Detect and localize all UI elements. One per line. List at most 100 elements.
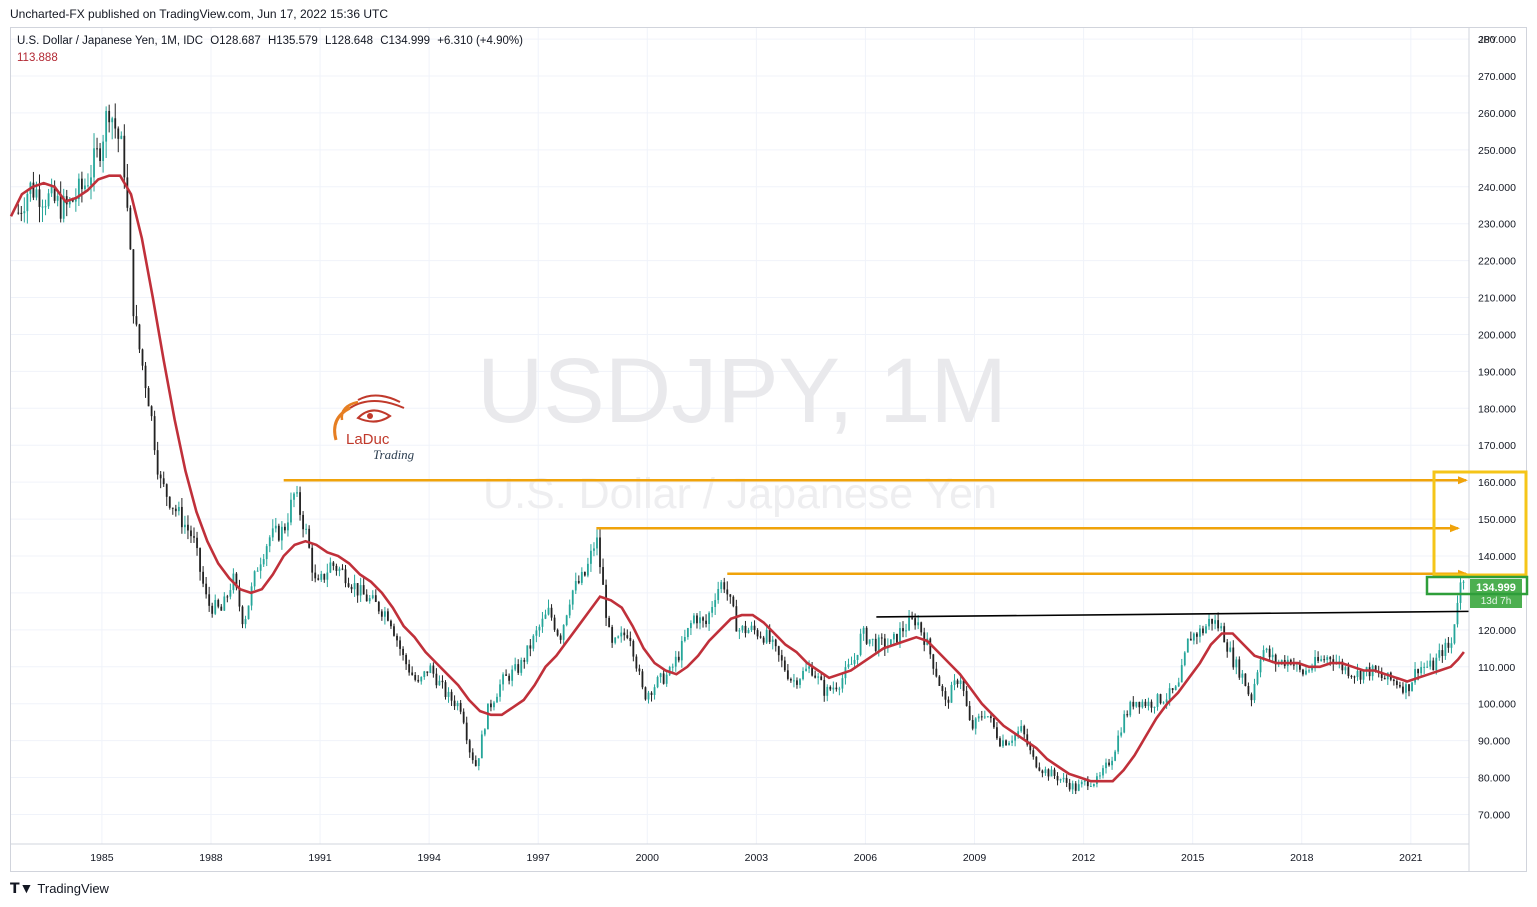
candle-body <box>502 674 504 685</box>
candle-body <box>980 716 983 718</box>
candle-body <box>889 639 892 646</box>
candle-body <box>556 629 559 636</box>
candle-body <box>505 674 507 676</box>
x-axis: 1985 1988 1991 1994 1997 2000 2003 2006 2009 2012… <box>11 843 1469 864</box>
candle-body <box>499 684 501 697</box>
candle-body <box>1005 740 1007 746</box>
candle-body <box>817 676 820 678</box>
candle-body <box>438 680 441 686</box>
candle-body <box>629 637 632 641</box>
candle-body <box>326 572 329 580</box>
candle-body <box>1226 642 1229 652</box>
candle-body <box>1056 775 1059 781</box>
candle-body <box>59 195 62 219</box>
candle-body <box>1408 684 1410 692</box>
candle-body <box>899 628 901 643</box>
candle-body <box>1147 701 1150 707</box>
candle-body <box>341 568 344 570</box>
candle-body <box>917 622 920 626</box>
candle-body <box>80 178 83 190</box>
candle-body <box>235 573 238 588</box>
candle-body <box>190 530 192 537</box>
candle-body <box>17 212 20 214</box>
candle-body <box>483 729 486 735</box>
candle-body <box>1035 756 1038 768</box>
candle-body <box>1453 624 1456 644</box>
legend-open: O128.687 <box>210 35 261 47</box>
candle-body <box>632 640 635 657</box>
candle-body <box>1350 675 1353 677</box>
candle-body <box>644 687 647 700</box>
candle-body <box>723 582 726 590</box>
candle-body <box>1232 647 1235 668</box>
candle-body <box>320 573 323 580</box>
candle-body <box>1274 654 1277 665</box>
candle-body <box>114 118 117 129</box>
candle-body <box>690 623 692 629</box>
candle-body <box>959 680 962 684</box>
candle-body <box>126 177 129 208</box>
candle-body <box>659 673 662 678</box>
y-tick-label: 160.000 <box>1478 477 1516 489</box>
footer-brand[interactable]: TradingView <box>37 881 109 896</box>
candle-body <box>450 691 453 701</box>
candle-body <box>1365 667 1368 672</box>
candle-body <box>1129 701 1132 716</box>
candle-body <box>1262 650 1265 660</box>
candle-body <box>1326 657 1329 660</box>
candle-body <box>868 639 871 644</box>
candle-body <box>850 663 853 665</box>
candle-body <box>480 734 483 759</box>
candle-body <box>68 199 71 205</box>
candle-body <box>962 680 965 691</box>
candle-body <box>605 584 607 618</box>
candle-body <box>580 571 583 583</box>
candle-body <box>617 636 620 638</box>
candle-body <box>1356 670 1359 678</box>
candles <box>17 103 1465 795</box>
candle-body <box>447 691 450 697</box>
candle-body <box>1323 659 1326 661</box>
candle-body <box>1074 783 1077 791</box>
candle-body <box>274 525 277 529</box>
candle-body <box>1447 642 1450 648</box>
logo-name: LaDuc <box>346 431 390 448</box>
candle-body <box>23 211 26 214</box>
candle-body <box>399 640 401 649</box>
candle-body <box>1411 682 1413 692</box>
candle-body <box>550 607 553 618</box>
candle-body <box>865 627 868 644</box>
y-tick-label: 80.000 <box>1478 773 1510 785</box>
candle-body <box>1062 778 1065 780</box>
y-tick-label: 90.000 <box>1478 736 1510 748</box>
candle-body <box>893 633 895 640</box>
candle-body <box>1105 762 1107 769</box>
candle-body <box>314 572 317 579</box>
candle-body <box>838 688 841 690</box>
candle-body <box>277 525 280 541</box>
candle-body <box>193 536 195 538</box>
y-tick-label: 200.000 <box>1478 329 1516 341</box>
publish-info: Uncharted-FX published on TradingView.co… <box>10 7 388 21</box>
candle-body <box>159 474 162 479</box>
candle-body <box>332 562 335 566</box>
candle-body <box>217 600 220 607</box>
candle-body <box>683 637 686 641</box>
candle-body <box>577 580 580 583</box>
candle-body <box>920 622 923 633</box>
candle-body <box>656 677 659 688</box>
chart-frame[interactable] <box>10 27 1527 872</box>
candle-body <box>317 578 320 580</box>
candle-body <box>699 617 701 624</box>
candle-body <box>311 547 314 573</box>
x-tick-label: 2021 <box>1399 852 1423 864</box>
candle-body <box>768 629 771 642</box>
candle-body <box>686 628 689 638</box>
candle-body <box>583 571 586 576</box>
y-tick-label: 180.000 <box>1478 403 1516 415</box>
candle-body <box>1020 726 1023 732</box>
candle-body <box>87 185 89 187</box>
candle-body <box>138 324 141 350</box>
candle-body <box>41 206 44 208</box>
